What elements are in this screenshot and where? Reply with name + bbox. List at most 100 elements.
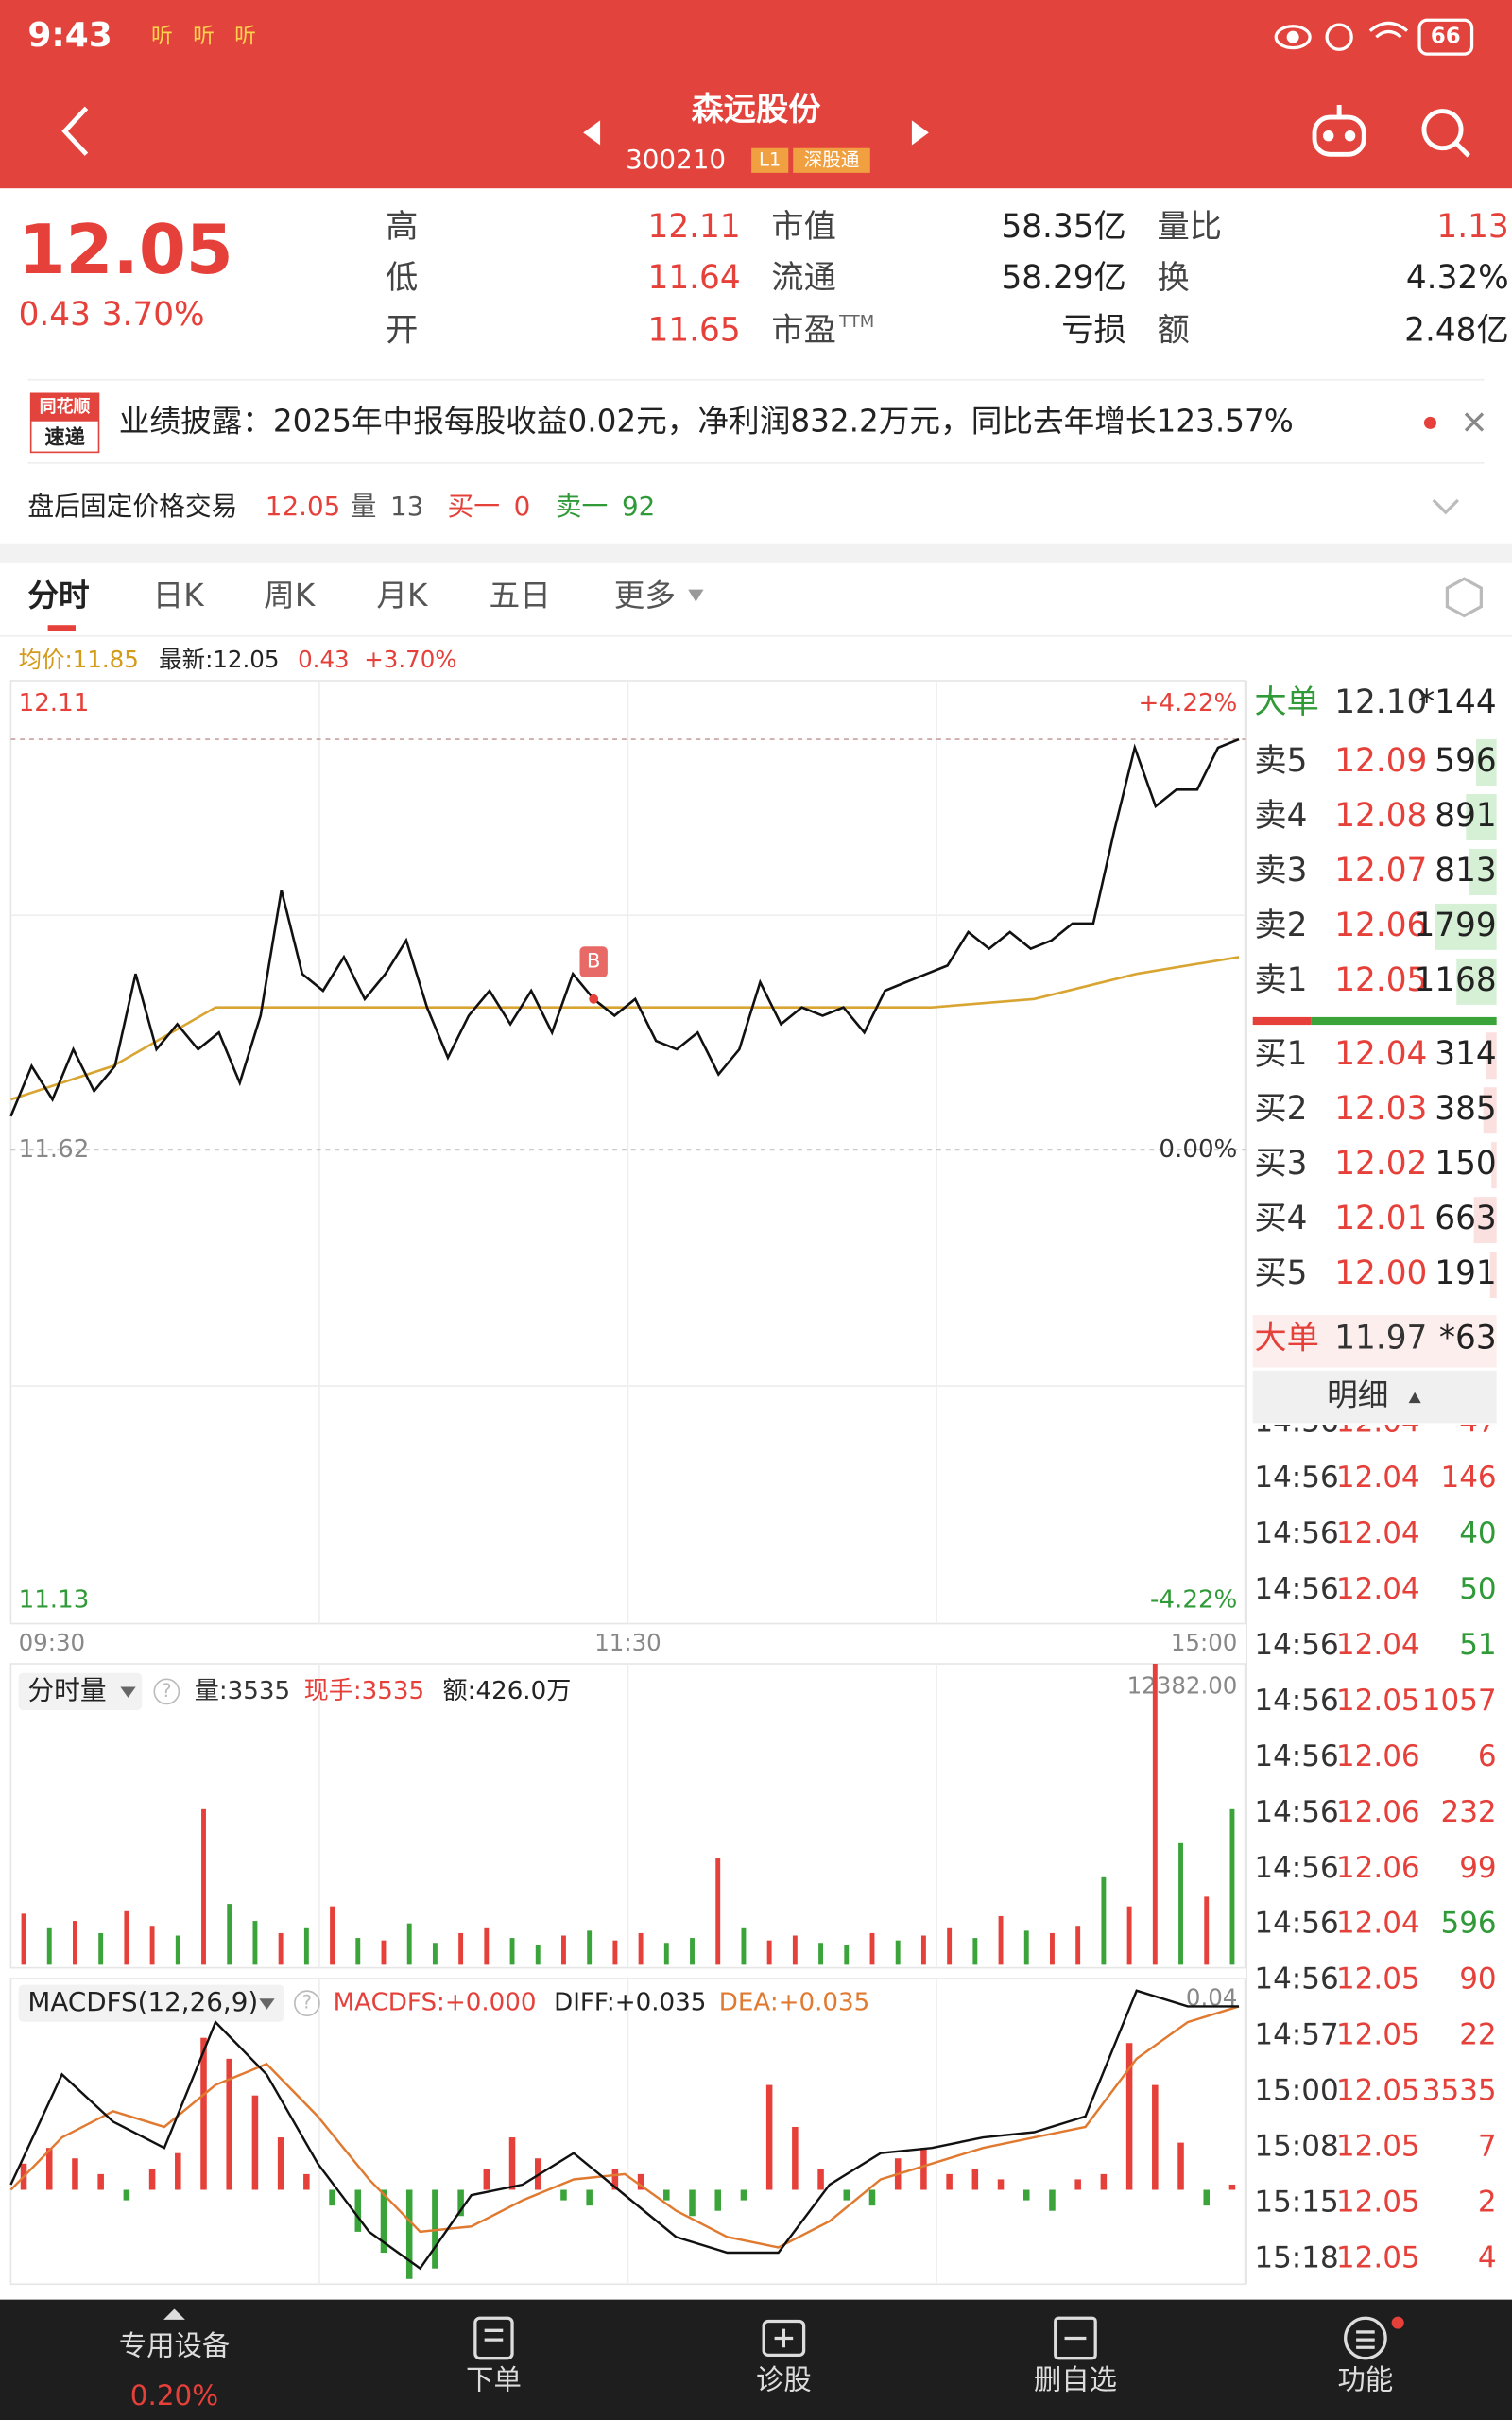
macd-bar [277,2137,284,2190]
chart-tab[interactable]: 分时 [27,578,89,614]
help-mark: ? [302,1992,312,2014]
tick-time: 14:56 [1254,1962,1338,1996]
volume-bar [509,1938,515,1965]
macd-bar [560,2189,567,2201]
stat-label: 换 [1157,259,1189,297]
macd-bar [123,2189,130,2201]
expand-chevron[interactable] [1432,498,1460,515]
after-hours-vol: 13 [390,491,423,522]
nav-label[interactable]: 诊股 [756,2364,812,2396]
help-icon[interactable] [153,1678,180,1705]
book-qty: 1168 [1414,961,1496,999]
qty-bar [1469,848,1497,895]
book-label: 买4 [1254,1200,1307,1237]
qty-bar [1476,739,1497,786]
macd-bar [843,2189,850,2201]
volume-bar [355,1938,361,1965]
nav-label[interactable]: 下单 [466,2364,522,2396]
chart-tab[interactable]: 月K [376,578,429,614]
stat-value: 11.64 [648,259,741,297]
tick-time: 15:18 [1254,2240,1338,2274]
book-qty: 663 [1435,1200,1496,1237]
axis-label: 11.13 [19,1586,90,1615]
macd-bar [663,2189,670,2201]
section-gap [0,543,1512,563]
macdfs: MACDFS:+0.000 [334,1989,537,2017]
stat-value: 58.35亿 [1001,208,1125,246]
volume-selector[interactable] [18,1672,143,1710]
volume-bar [227,1904,232,1965]
macd-bar [354,2189,362,2232]
detail-label: 明细 [1327,1377,1388,1413]
chart-tab[interactable]: 更多 [614,578,676,614]
volume-bar [690,1938,695,1965]
robot-icon[interactable] [1312,105,1366,157]
macd-bar [1228,2184,1236,2190]
nav-sub[interactable]: 0.20% [130,2379,218,2411]
macd-bar [1022,2189,1030,2201]
chart-tab[interactable]: 日K [153,578,206,614]
chart-tab[interactable]: 周K [264,578,317,614]
volume-bar [201,1808,206,1965]
stat-label: 量比 [1157,208,1222,246]
nav-label[interactable]: 功能 [1338,2364,1394,2396]
buy-marker [579,946,608,977]
volume-bar [252,1921,258,1965]
book-label: 买3 [1254,1145,1307,1183]
after-hours-bid-label: 买一 [447,491,500,522]
search-icon[interactable] [1421,109,1471,158]
volume-bar [406,1923,412,1965]
close-news[interactable] [1464,412,1485,432]
book-qty: 813 [1435,852,1496,890]
tick-qty: 232 [1440,1795,1496,1829]
macd-bar [611,2169,619,2190]
nav-label: 专用设备 [119,2330,231,2362]
status-app-icon: 听 [151,25,173,49]
next-stock[interactable] [911,120,929,146]
macd-bar [1152,2084,1159,2190]
back-button[interactable] [61,106,89,156]
tick-price: 12.04 [1336,1405,1420,1439]
volume-bar [330,1906,335,1965]
book-price: 12.03 [1334,1090,1427,1128]
detail-bar[interactable] [1252,1370,1497,1424]
chart-tab[interactable]: 五日 [490,578,551,614]
stat-value: 4.32% [1406,259,1509,297]
stat-value: 亏损 [1061,312,1126,350]
volume-bar [1023,1930,1029,1965]
volume-bar [1229,1808,1235,1965]
volume-bar [1075,1926,1081,1965]
tick-list: 14:5612.044714:5612.0414614:5612.044014:… [1254,1405,1497,2274]
volume-bar [1152,1664,1158,1965]
prev-stock[interactable] [583,120,601,146]
macd-bar [508,2137,516,2190]
stat-value: 11.65 [648,312,741,350]
tick-qty: 6 [1478,1739,1497,1773]
tick-price: 12.05 [1336,1684,1420,1718]
tag-badge [793,147,870,173]
volume-bar [149,1926,155,1965]
ratio-bar-buy [1252,1016,1312,1026]
tick-qty: 596 [1440,1907,1496,1941]
price-line [9,737,1240,1117]
tab-underline [47,625,76,631]
help-icon[interactable] [294,1990,320,2017]
volume-bar [1126,1906,1132,1965]
after-hours-label: 盘后固定价格交易 [27,491,237,522]
volume-bar [1178,1842,1183,1965]
volume-max: 12382.00 [1127,1671,1238,1699]
book-qty: 314 [1435,1035,1496,1073]
volume-bar [561,1935,566,1965]
x-tick-label: 11:30 [594,1629,662,1656]
axis-label: 12.11 [19,689,90,717]
volume-bar [458,1932,464,1965]
tag-text: 深股通 [804,148,860,170]
nav-label[interactable]: 删自选 [1034,2364,1117,2396]
settings-icon[interactable] [1445,577,1483,618]
change: 0.43 [298,646,349,673]
tick-qty: 50 [1459,1572,1496,1606]
unread-dot [1423,416,1436,429]
macd-selector[interactable] [18,1984,284,2022]
volume-bar [278,1932,284,1965]
big-order-price: 11.97 [1334,1320,1427,1357]
